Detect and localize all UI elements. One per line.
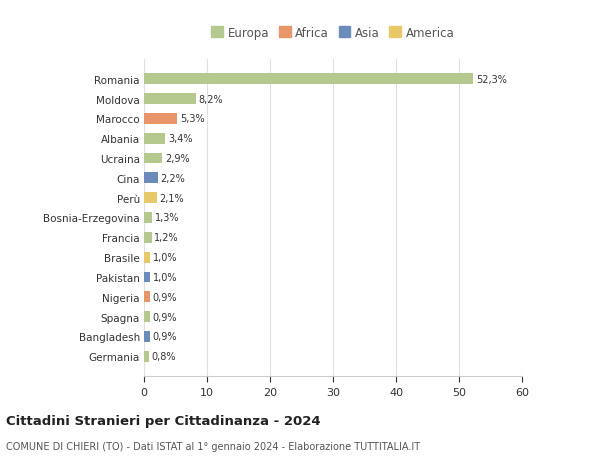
- Text: 1,0%: 1,0%: [153, 272, 178, 282]
- Bar: [144, 232, 152, 243]
- Text: 1,2%: 1,2%: [154, 233, 179, 243]
- Bar: [144, 312, 149, 322]
- Text: 0,8%: 0,8%: [152, 352, 176, 362]
- Text: 1,3%: 1,3%: [155, 213, 179, 223]
- Text: 52,3%: 52,3%: [476, 74, 507, 84]
- Text: COMUNE DI CHIERI (TO) - Dati ISTAT al 1° gennaio 2024 - Elaborazione TUTTITALIA.: COMUNE DI CHIERI (TO) - Dati ISTAT al 1°…: [6, 441, 420, 451]
- Text: 2,1%: 2,1%: [160, 193, 184, 203]
- Bar: [144, 153, 162, 164]
- Text: 0,9%: 0,9%: [152, 312, 176, 322]
- Text: 1,0%: 1,0%: [153, 252, 178, 263]
- Text: 0,9%: 0,9%: [152, 292, 176, 302]
- Bar: [144, 292, 149, 302]
- Bar: [144, 272, 151, 283]
- Bar: [144, 173, 158, 184]
- Legend: Europa, Africa, Asia, America: Europa, Africa, Asia, America: [209, 24, 457, 42]
- Text: 2,9%: 2,9%: [165, 154, 190, 164]
- Bar: [144, 134, 166, 144]
- Bar: [144, 114, 178, 124]
- Bar: [144, 94, 196, 105]
- Bar: [144, 252, 151, 263]
- Text: 5,3%: 5,3%: [180, 114, 205, 124]
- Bar: [144, 351, 149, 362]
- Bar: [144, 213, 152, 224]
- Text: 0,9%: 0,9%: [152, 332, 176, 342]
- Text: Cittadini Stranieri per Cittadinanza - 2024: Cittadini Stranieri per Cittadinanza - 2…: [6, 414, 320, 428]
- Text: 8,2%: 8,2%: [198, 94, 223, 104]
- Text: 3,4%: 3,4%: [168, 134, 193, 144]
- Bar: [144, 193, 157, 204]
- Bar: [144, 331, 149, 342]
- Text: 2,2%: 2,2%: [160, 174, 185, 184]
- Bar: [144, 74, 473, 85]
